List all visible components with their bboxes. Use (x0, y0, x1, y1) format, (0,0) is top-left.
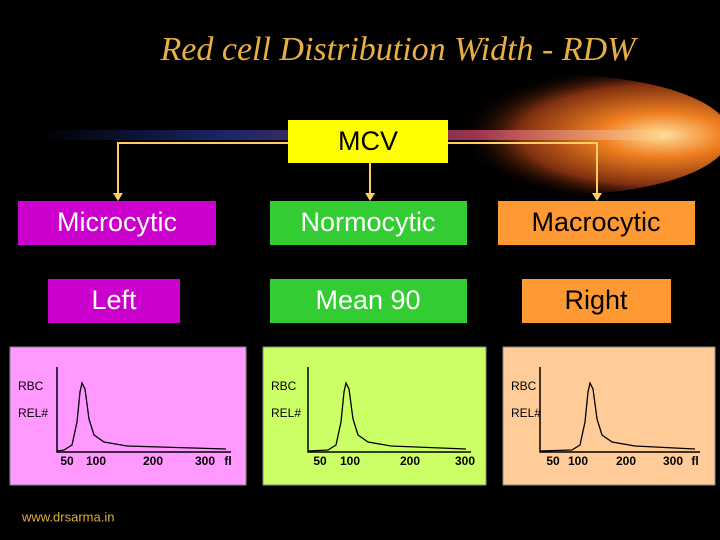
title: Red cell Distribution Width - RDW (160, 31, 639, 68)
axis-label: REL# (18, 406, 48, 420)
distribution-curve (307, 381, 467, 452)
tick-label: 100 (340, 454, 360, 468)
footer: www.drsarma.in (21, 509, 114, 524)
axes (307, 367, 471, 453)
tick-label: fl (224, 454, 231, 468)
connectors (117, 142, 598, 196)
right-box (522, 279, 671, 323)
axes (539, 367, 700, 453)
shift-label: Right (564, 285, 628, 315)
tick-label: 300 (663, 454, 683, 468)
tick-label: 50 (313, 454, 327, 468)
histogram-panel: RBC REL# 50 100 200 300 (262, 346, 487, 486)
tick-label: 50 (60, 454, 74, 468)
axis-label: REL# (511, 406, 541, 420)
microcytic-box (18, 201, 216, 245)
tick-label: fl (691, 454, 698, 468)
node-label: Microcytic (57, 207, 177, 237)
tick-label: 200 (400, 454, 420, 468)
axis-label: RBC (271, 379, 297, 393)
histogram-panel: RBC REL# 50 100 200 300 fl (502, 346, 716, 486)
distribution-curve (56, 381, 227, 452)
tick-label: 50 (546, 454, 560, 468)
node-label: Macrocytic (531, 207, 660, 237)
mcv-box (288, 120, 448, 163)
shift-label: Left (91, 285, 137, 315)
tick-label: 300 (195, 454, 215, 468)
tick-label: 100 (568, 454, 588, 468)
tick-label: 100 (86, 454, 106, 468)
node-label: Normocytic (300, 207, 435, 237)
macrocytic-box (498, 201, 695, 245)
normocytic-box (270, 201, 467, 245)
mcv-label: MCV (338, 126, 398, 156)
axis-label: RBC (18, 379, 44, 393)
tick-label: 200 (143, 454, 163, 468)
tick-label: 300 (455, 454, 475, 468)
axis-label: REL# (271, 406, 301, 420)
axes (56, 367, 231, 453)
tick-label: 200 (616, 454, 636, 468)
panel-bg (262, 346, 487, 486)
panel-bg (9, 346, 247, 486)
axis-label: RBC (511, 379, 537, 393)
panel-bg (502, 346, 716, 486)
distribution-curve (539, 381, 696, 452)
shift-label: Mean 90 (315, 285, 420, 315)
histogram-panel: RBC REL# 50 100 200 300 fl (9, 346, 247, 486)
mean-box (270, 279, 467, 323)
arrowheads (113, 193, 602, 201)
left-box (48, 279, 180, 323)
